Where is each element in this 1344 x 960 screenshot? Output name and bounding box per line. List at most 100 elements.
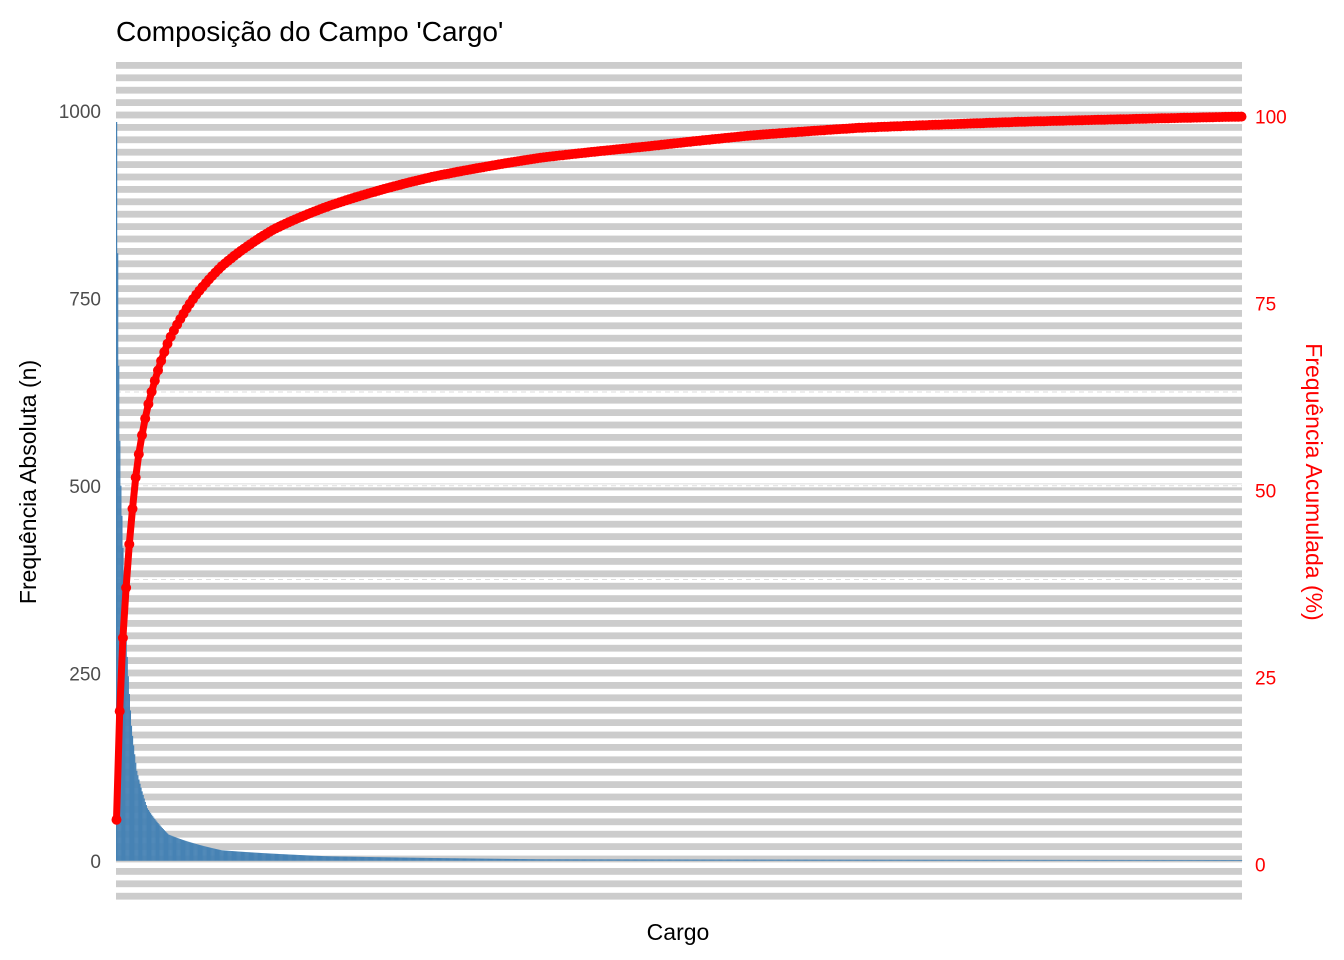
frequency-bar — [1239, 860, 1242, 861]
frequency-bar — [997, 859, 999, 861]
frequency-bar — [575, 859, 578, 861]
frequency-bar — [585, 859, 587, 861]
frequency-bar — [732, 859, 734, 861]
frequency-bar — [1187, 859, 1190, 861]
frequency-bar — [826, 859, 828, 861]
frequency-bar — [1168, 859, 1170, 861]
frequency-bar — [339, 856, 341, 861]
frequency-bar — [688, 859, 690, 861]
frequency-bar — [363, 856, 365, 861]
frequency-bar — [687, 859, 689, 861]
frequency-bar — [872, 859, 874, 861]
frequency-bar — [386, 857, 389, 861]
frequency-bar — [490, 858, 493, 861]
grid-stripe — [116, 892, 1242, 900]
frequency-bar — [529, 859, 531, 861]
frequency-bar — [914, 859, 917, 861]
frequency-bar — [648, 859, 650, 861]
frequency-bar — [834, 859, 836, 861]
frequency-bar — [1030, 859, 1032, 861]
frequency-bar — [307, 855, 309, 861]
frequency-bar — [1214, 859, 1216, 861]
frequency-bar — [828, 859, 830, 861]
frequency-bar — [381, 857, 383, 861]
frequency-bar — [850, 859, 852, 861]
frequency-bar — [613, 859, 615, 861]
frequency-bar — [1192, 859, 1194, 861]
frequency-bar — [1155, 859, 1158, 861]
cumulative-point — [137, 430, 147, 441]
frequency-bar — [118, 365, 120, 861]
frequency-bar — [1084, 859, 1086, 861]
frequency-bar — [415, 857, 417, 861]
frequency-bar — [397, 857, 399, 861]
frequency-bar — [682, 859, 684, 861]
frequency-bar — [700, 859, 702, 861]
frequency-bar — [323, 856, 325, 861]
frequency-bar — [848, 859, 851, 861]
frequency-bar — [1162, 859, 1164, 861]
frequency-bar — [1050, 859, 1052, 861]
frequency-bar — [820, 859, 822, 861]
frequency-bar — [262, 853, 264, 861]
frequency-bar — [447, 858, 449, 861]
y-axis-left-label: Frequência Absoluta (n) — [15, 360, 41, 604]
frequency-bar — [407, 857, 409, 861]
frequency-bar — [631, 859, 633, 861]
frequency-bar — [847, 859, 850, 861]
frequency-bar — [522, 859, 525, 861]
y-tick-right-label: 50 — [1255, 482, 1276, 503]
frequency-bar — [1062, 859, 1064, 861]
frequency-bar — [556, 859, 559, 861]
frequency-bar — [157, 823, 159, 861]
frequency-bar — [127, 676, 129, 861]
frequency-bar — [838, 859, 840, 861]
frequency-bar — [1136, 859, 1139, 861]
frequency-bar — [215, 849, 218, 861]
frequency-bar — [403, 857, 406, 861]
frequency-bar — [445, 858, 447, 861]
frequency-bar — [180, 839, 183, 861]
frequency-bar — [753, 859, 755, 861]
frequency-bar — [1059, 859, 1061, 861]
frequency-bar — [595, 859, 597, 861]
frequency-bar — [468, 858, 470, 861]
frequency-bar — [897, 859, 900, 861]
frequency-bar — [338, 856, 340, 861]
frequency-bar — [814, 859, 817, 861]
frequency-bar — [514, 858, 516, 861]
frequency-bar — [452, 858, 454, 861]
frequency-bar — [599, 859, 601, 861]
frequency-bar — [749, 859, 751, 861]
frequency-bar — [1060, 859, 1062, 861]
grid-stripe — [116, 682, 1242, 689]
frequency-bar — [421, 857, 424, 861]
frequency-bar — [134, 754, 136, 861]
frequency-bar — [1232, 859, 1234, 861]
cumulative-point — [124, 539, 135, 550]
grid-stripe — [116, 297, 1242, 305]
frequency-bar — [278, 853, 280, 861]
frequency-bar — [358, 856, 360, 861]
frequency-bar — [372, 857, 374, 861]
frequency-bar — [662, 859, 664, 861]
frequency-bar — [313, 855, 315, 861]
y-tick-left-label: 0 — [90, 852, 101, 873]
frequency-bar — [772, 859, 774, 861]
frequency-bar — [219, 849, 221, 861]
frequency-bar — [728, 859, 731, 861]
frequency-bar — [786, 859, 788, 861]
cumulative-series — [111, 111, 1247, 825]
frequency-bar — [315, 855, 317, 861]
frequency-bar — [603, 859, 605, 861]
frequency-bar — [330, 856, 332, 861]
frequency-bar — [1235, 860, 1237, 861]
frequency-bar — [991, 859, 993, 861]
frequency-bar — [276, 853, 278, 861]
frequency-bar — [341, 856, 343, 861]
frequency-bar — [136, 770, 138, 861]
frequency-bar — [655, 859, 657, 861]
frequency-bar — [675, 859, 678, 861]
frequency-bar — [1206, 859, 1209, 861]
frequency-bar — [503, 858, 505, 861]
